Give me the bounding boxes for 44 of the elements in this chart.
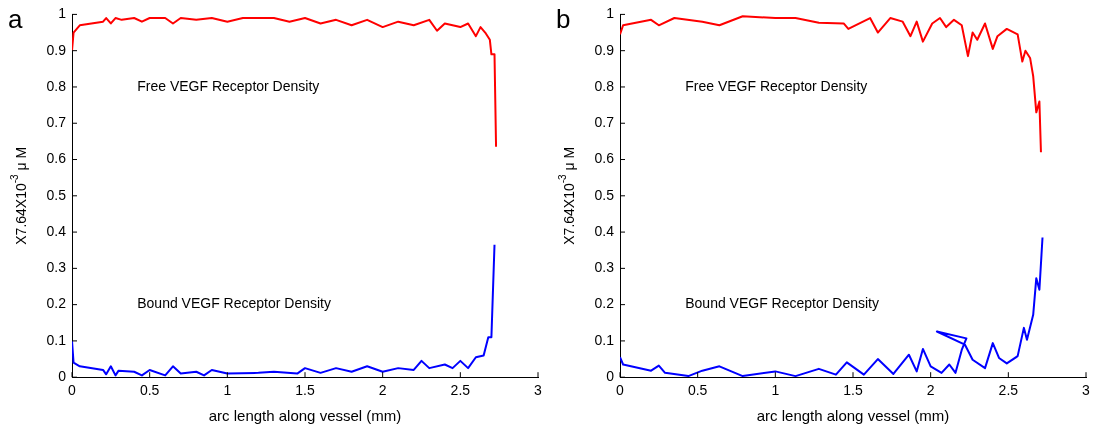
y-tick-label: 0.5 [594,186,615,203]
x-tick-label: 1.5 [843,382,863,399]
x-tick-label: 2 [378,382,387,399]
x-tick-label: 2.5 [998,382,1019,399]
y-tick-label: 0.7 [594,114,615,131]
y-tick-label: 1 [58,5,67,22]
chart-title: a [8,4,23,35]
x-tick-label: 0.5 [687,382,708,399]
y-tick-label: 0.4 [594,222,615,239]
x-tick-label: 3 [1082,382,1091,399]
y-tick-label: 0.1 [46,331,67,348]
y-tick-label: 0.1 [594,331,615,348]
y-axis-title: X7.64X10-3 μ M [8,146,29,245]
annotation: Free VEGF Receptor Density [685,77,868,94]
y-tick-label: 1 [606,5,615,22]
chart-title: b [556,4,571,35]
y-tick-label: 0.9 [46,41,67,58]
x-tick-label: 0.5 [139,382,160,399]
annotation: Bound VEGF Receptor Density [685,295,880,312]
y-tick-label: 0 [58,368,67,385]
y-tick-label: 0.8 [46,77,67,94]
y-tick-label: 0.6 [46,150,67,167]
annotation: Bound VEGF Receptor Density [137,295,332,312]
x-tick-label: 1 [771,382,780,399]
x-tick-label: 3 [534,382,543,399]
x-tick-label: 2.5 [450,382,471,399]
y-tick-label: 0.3 [46,259,67,276]
y-tick-label: 0.3 [594,259,615,276]
x-tick-label: 1.5 [295,382,315,399]
y-tick-label: 0.2 [594,295,615,312]
x-tick-label: 1 [223,382,232,399]
y-tick-label: 0.6 [594,150,615,167]
y-tick-label: 0.5 [46,186,67,203]
y-axis-title: X7.64X10-3 μ M [556,146,577,245]
y-tick-label: 0.7 [46,114,67,131]
y-tick-label: 0.9 [594,41,615,58]
y-tick-label: 0.8 [594,77,615,94]
y-tick-label: 0 [606,368,615,385]
annotation: Free VEGF Receptor Density [137,77,320,94]
y-tick-label: 0.4 [46,222,67,239]
x-axis-title: arc length along vessel (mm) [756,407,950,425]
y-tick-label: 0.2 [46,295,67,312]
x-tick-label: 2 [926,382,935,399]
x-axis-title: arc length along vessel (mm) [208,407,402,425]
